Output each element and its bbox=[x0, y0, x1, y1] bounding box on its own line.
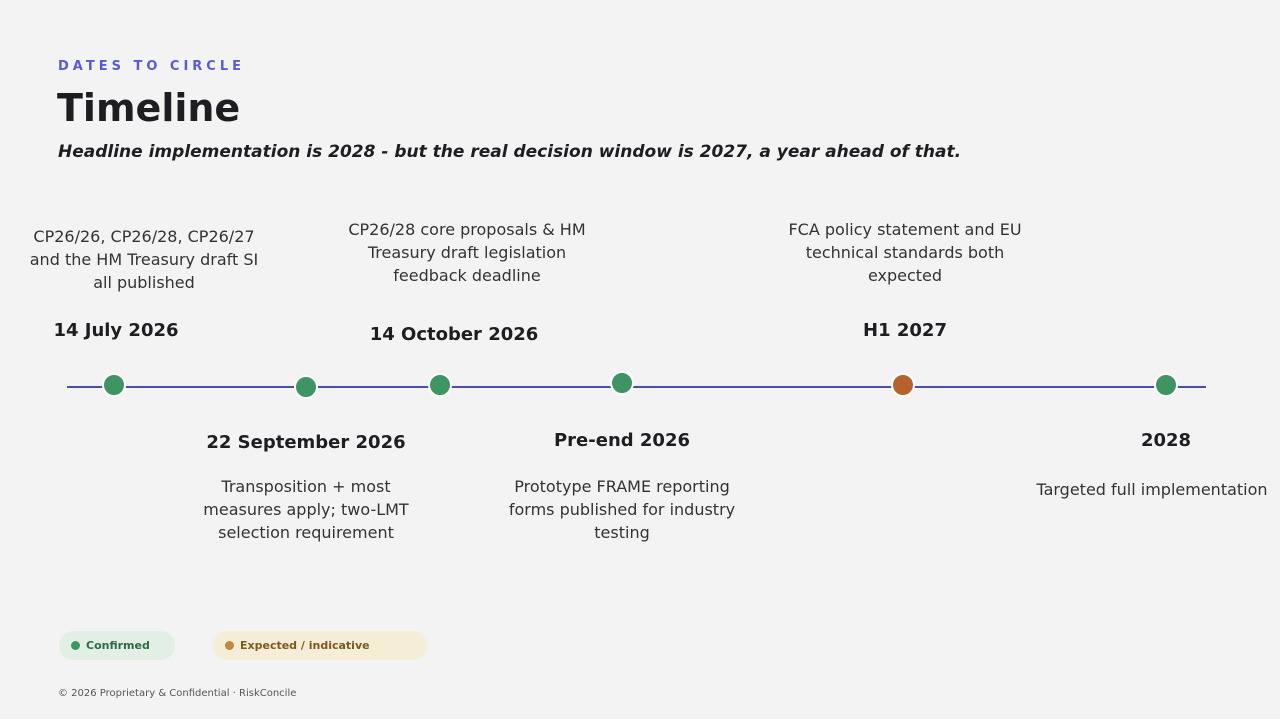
footer: © 2026 Proprietary & Confidential · Risk… bbox=[58, 688, 297, 699]
legend-dot bbox=[71, 641, 80, 650]
legend-item: Confirmed bbox=[59, 631, 175, 660]
event-dot bbox=[102, 373, 126, 397]
legend-label: Confirmed bbox=[86, 639, 150, 652]
legend-dot bbox=[225, 641, 234, 650]
event-date: Pre-end 2026 bbox=[553, 430, 691, 451]
event-dot bbox=[294, 375, 318, 399]
event-description: Prototype FRAME reporting forms publishe… bbox=[508, 477, 736, 542]
event-dot bbox=[610, 371, 634, 395]
event-date: 14 July 2026 bbox=[53, 320, 179, 341]
event-description: Transposition + most measures apply; two… bbox=[203, 477, 409, 542]
event-date: 14 October 2026 bbox=[369, 324, 539, 345]
subtitle: Headline implementation is 2028 - but th… bbox=[58, 142, 962, 162]
event-description: CP26/28 core proposals & HM Treasury dra… bbox=[348, 220, 586, 285]
event-dot bbox=[428, 373, 452, 397]
event-date: H1 2027 bbox=[863, 320, 947, 341]
event-description: CP26/26, CP26/28, CP26/27 and the HM Tre… bbox=[29, 227, 259, 292]
event-date: 22 September 2026 bbox=[206, 432, 406, 453]
event-description: FCA policy statement and EU technical st… bbox=[788, 220, 1022, 285]
event-date: 2028 bbox=[1140, 430, 1192, 451]
event-dot bbox=[1154, 373, 1178, 397]
title: Timeline bbox=[57, 86, 241, 130]
event-dot bbox=[891, 373, 915, 397]
event-description: Targeted full implementation bbox=[1036, 480, 1268, 499]
legend-label: Expected / indicative bbox=[240, 639, 370, 652]
eyebrow: DATES TO CIRCLE bbox=[58, 59, 246, 74]
legend-item: Expected / indicative bbox=[213, 631, 427, 660]
